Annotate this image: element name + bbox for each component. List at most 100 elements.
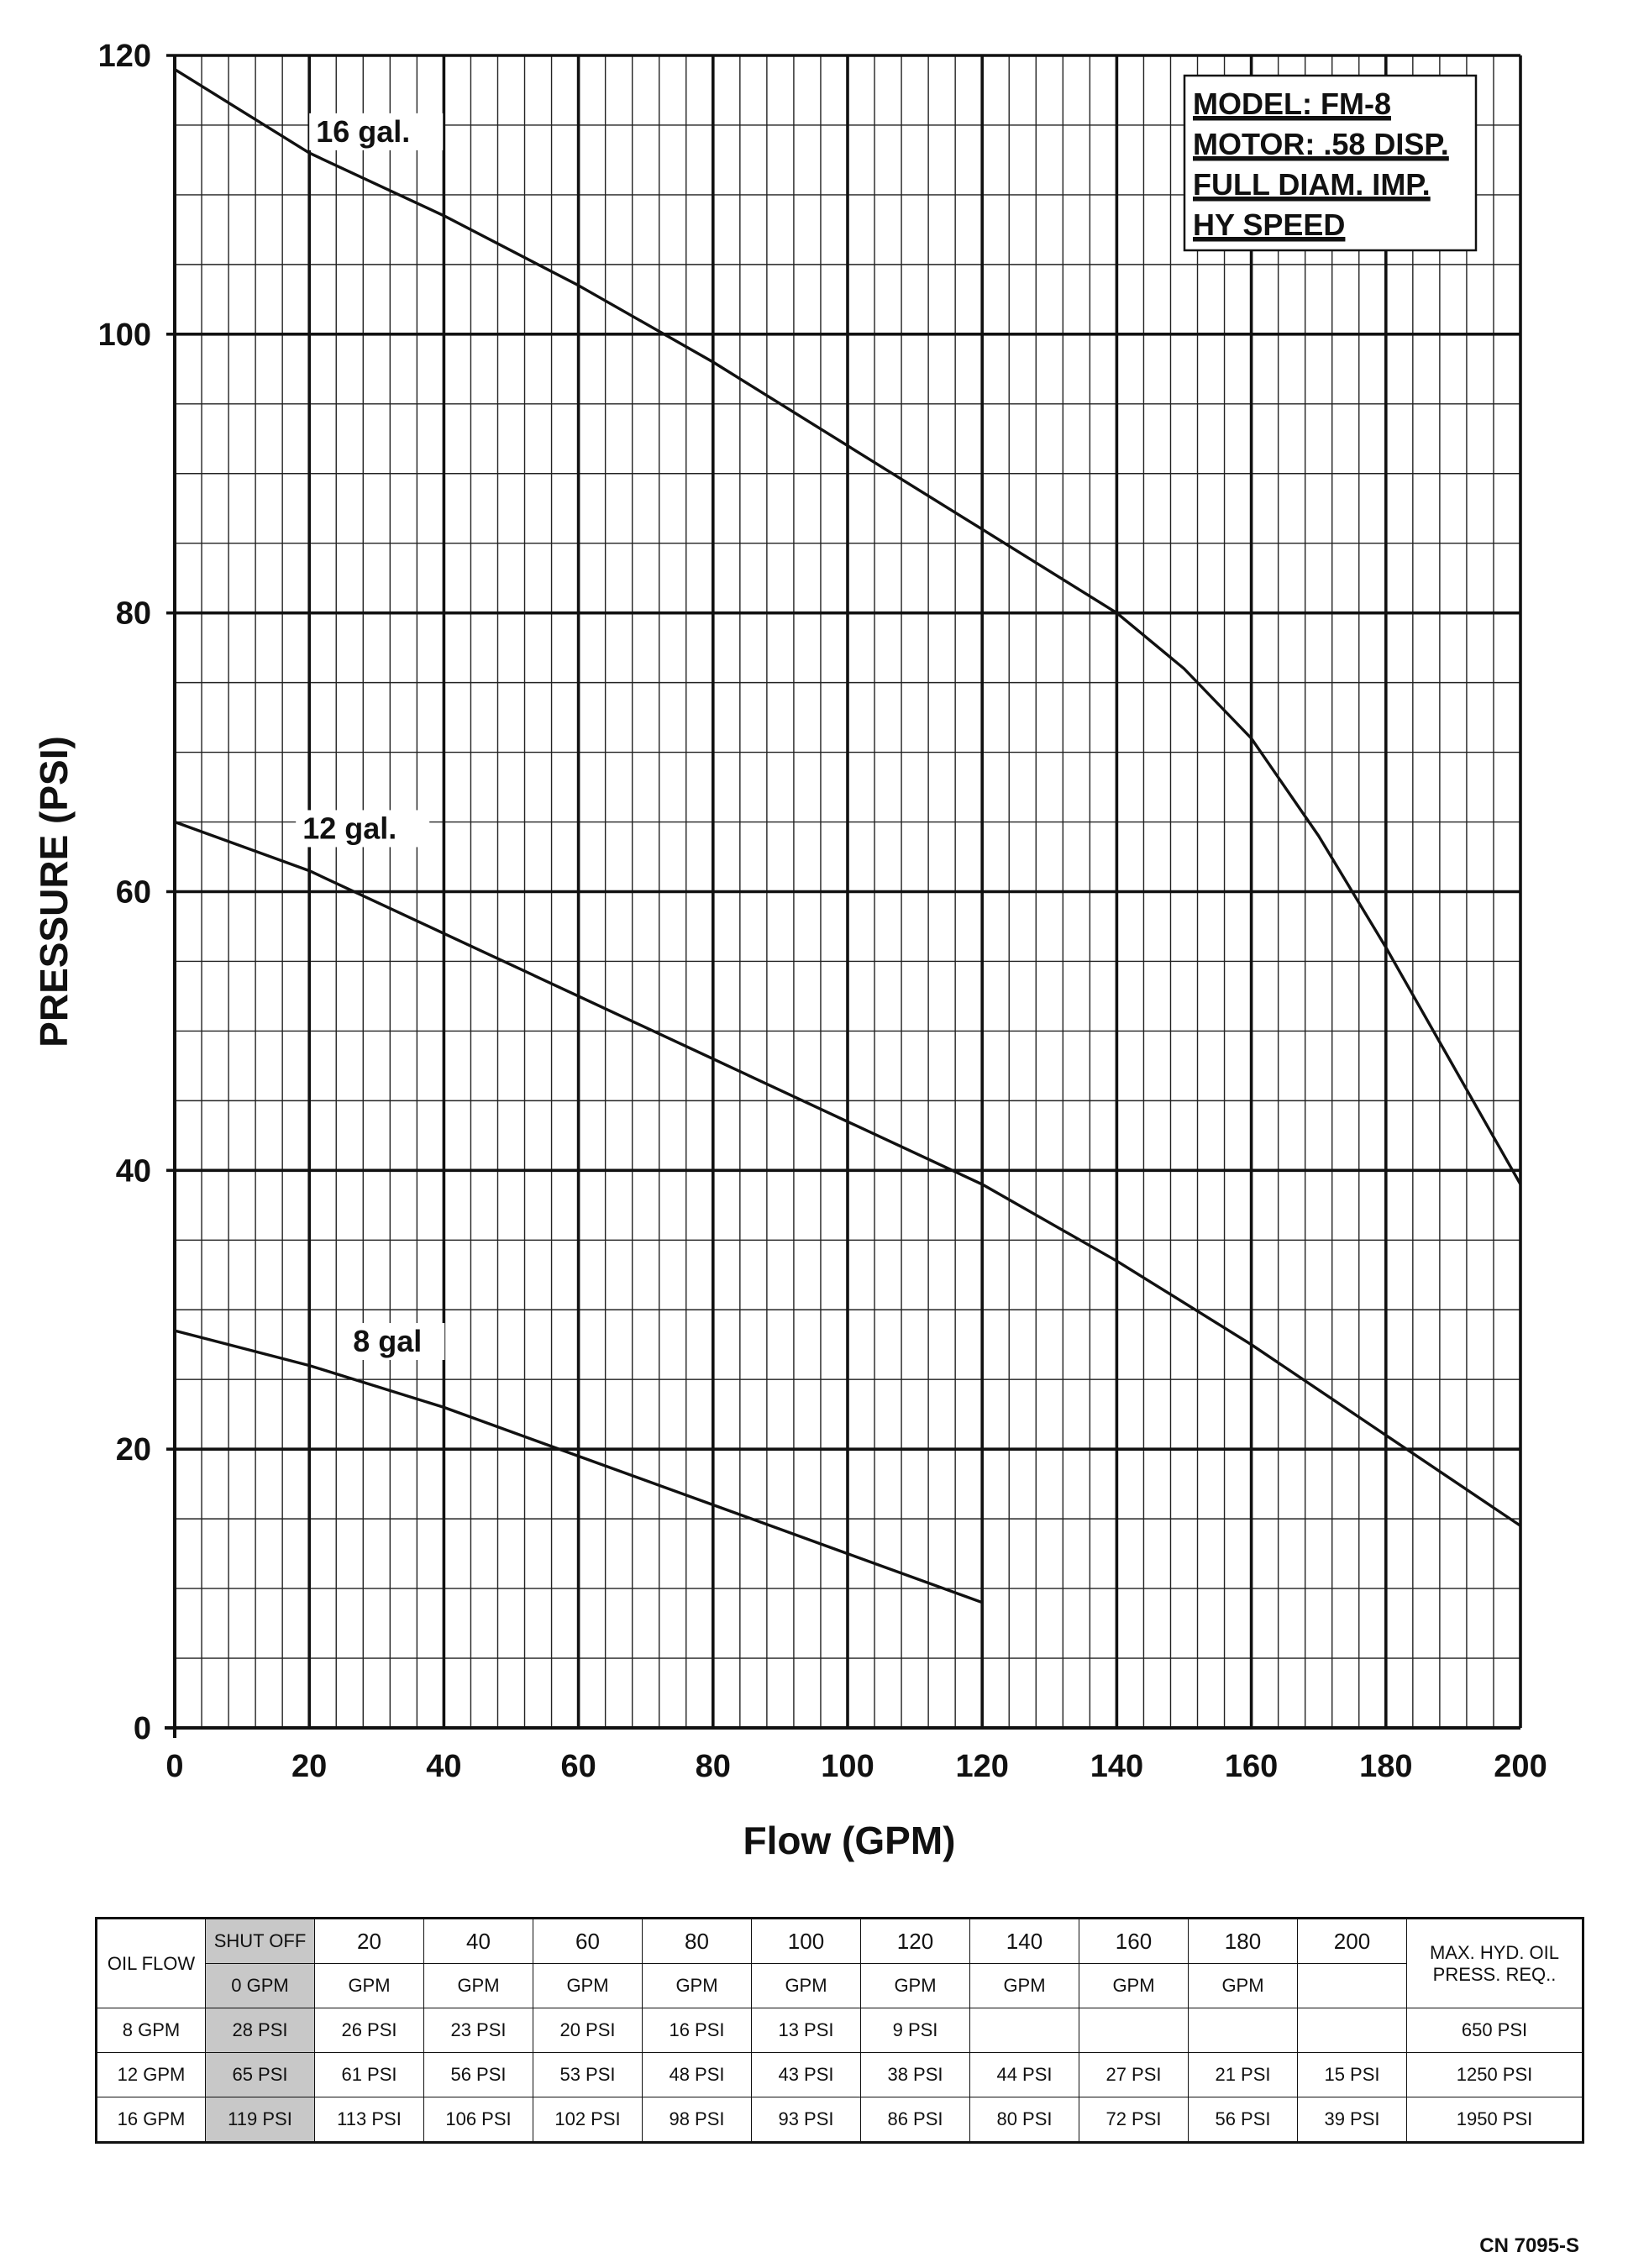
header-oil-flow: OIL FLOW — [96, 1918, 206, 2008]
header-flow-unit: GPM — [969, 1963, 1079, 2008]
row-pressure-cell: 56 PSI — [423, 2052, 533, 2097]
header-flow-unit: GPM — [642, 1963, 752, 2008]
header-flow-top: 200 — [1297, 1918, 1407, 1964]
curve-label-bg — [309, 113, 444, 150]
y-tick-label: 60 — [116, 875, 151, 911]
row-max-pressure: 1950 PSI — [1406, 2097, 1583, 2143]
header-flow-unit: GPM — [860, 1963, 970, 2008]
x-tick-label: 140 — [1090, 1749, 1143, 1784]
info-line: MODEL: FM-8 — [1193, 87, 1391, 121]
y-tick-label: 20 — [116, 1432, 151, 1467]
row-pressure-cell: 13 PSI — [751, 2008, 861, 2053]
row-pressure-cell: 20 PSI — [533, 2008, 643, 2053]
table-row: 8 GPM 28 PSI 26 PSI 23 PSI 20 PSI 16 PSI 13 PS… — [96, 2008, 1583, 2053]
header-flow-unit — [1297, 1963, 1407, 2008]
header-max-pressure: MAX. HYD. OIL PRESS. REQ.. — [1406, 1918, 1583, 2008]
header-flow-value: 200 — [1333, 1929, 1371, 1954]
row-pressure-cell: 26 PSI — [314, 2008, 424, 2053]
header-flow-value: 60 — [575, 1929, 600, 1954]
row-pressure-cell: 9 PSI — [860, 2008, 970, 2053]
row-pressure-cell: 102 PSI — [533, 2097, 643, 2143]
y-tick-label: 0 — [134, 1711, 151, 1746]
row-max-pressure: 650 PSI — [1406, 2008, 1583, 2053]
header-flow-top: 80 — [642, 1918, 752, 1964]
table-row: 16 GPM 119 PSI 113 PSI 106 PSI 102 PSI 98 PSI… — [96, 2097, 1583, 2143]
row-oil-flow: 8 GPM — [96, 2008, 206, 2053]
y-tick-labels: 0 20 40 60 80 100 120 — [98, 39, 151, 1746]
x-tick-label: 80 — [696, 1749, 731, 1784]
row-pressure-cell: 16 PSI — [642, 2008, 752, 2053]
row-pressure-cell: 98 PSI — [642, 2097, 752, 2143]
row-pressure-cell: 61 PSI — [314, 2052, 424, 2097]
x-tick-label: 160 — [1225, 1749, 1278, 1784]
curve-label-3: 8 gal — [353, 1324, 422, 1358]
row-pressure-cell: 93 PSI — [751, 2097, 861, 2143]
header-flow-value: 40 — [466, 1929, 491, 1954]
x-tick-label: 0 — [165, 1749, 183, 1784]
curve-label-bg — [296, 810, 430, 848]
series-line-2 — [174, 820, 1521, 1527]
header-flow-unit: GPM — [314, 1963, 424, 2008]
header-flow-top: 180 — [1188, 1918, 1298, 1964]
row-pressure-cell: 56 PSI — [1188, 2097, 1298, 2143]
row-pressure-cell: 21 PSI — [1188, 2052, 1298, 2097]
curve-label-2: 12 gal. — [302, 811, 396, 845]
header-flow-unit: GPM — [1079, 1963, 1189, 2008]
info-line: HY SPEED — [1193, 207, 1345, 242]
row-pressure-cell: 80 PSI — [969, 2097, 1079, 2143]
grid-major — [165, 54, 1522, 1738]
x-tick-label: 40 — [426, 1749, 461, 1784]
header-flow-value: 100 — [787, 1929, 825, 1954]
header-flow-value: 120 — [896, 1929, 934, 1954]
row-pressure-cell: 48 PSI — [642, 2052, 752, 2097]
header-shutoff-bottom: 0 GPM — [205, 1963, 315, 2008]
row-pressure-cell: 15 PSI — [1297, 2052, 1407, 2097]
header-flow-value: 80 — [685, 1929, 709, 1954]
header-flow-top: 140 — [969, 1918, 1079, 1964]
curve-label-1: 16 gal. — [316, 114, 410, 149]
row-pressure-cell: 39 PSI — [1297, 2097, 1407, 2143]
y-tick-label: 80 — [116, 596, 151, 632]
header-flow-unit: GPM — [533, 1963, 643, 2008]
header-flow-top: 40 — [423, 1918, 533, 1964]
row-shutoff-pressure: 65 PSI — [205, 2052, 315, 2097]
header-flow-value: 180 — [1224, 1929, 1262, 1954]
header-flow-top: 60 — [533, 1918, 643, 1964]
row-pressure-cell — [1188, 2008, 1298, 2053]
x-tick-label: 100 — [821, 1749, 874, 1784]
info-line: FULL DIAM. IMP. — [1193, 167, 1431, 202]
row-pressure-cell: 23 PSI — [423, 2008, 533, 2053]
row-pressure-cell: 38 PSI — [860, 2052, 970, 2097]
row-pressure-cell: 43 PSI — [751, 2052, 861, 2097]
row-pressure-cell: 53 PSI — [533, 2052, 643, 2097]
y-tick-label: 120 — [98, 39, 151, 74]
curve-label-bg — [346, 1323, 445, 1361]
header-flow-unit: GPM — [1188, 1963, 1298, 2008]
performance-table: OIL FLOW SHUT OFF 20 40 60 80 100 120 140 160 180 2… — [95, 1917, 1584, 2144]
y-tick-label: 100 — [98, 318, 151, 353]
row-pressure-cell: 113 PSI — [314, 2097, 424, 2143]
row-max-pressure: 1250 PSI — [1406, 2052, 1583, 2097]
row-shutoff-pressure: 119 PSI — [205, 2097, 315, 2143]
row-pressure-cell — [1297, 2008, 1407, 2053]
header-flow-unit: GPM — [423, 1963, 533, 2008]
header-flow-unit: GPM — [751, 1963, 861, 2008]
x-tick-label: 180 — [1359, 1749, 1412, 1784]
x-axis-title: Flow (GPM) — [743, 1819, 956, 1862]
row-pressure-cell — [969, 2008, 1079, 2053]
series-line-3 — [174, 1329, 983, 1604]
info-line: MOTOR: .58 DISP. — [1193, 127, 1449, 161]
series-line-1 — [174, 68, 1522, 1185]
header-flow-top: 160 — [1079, 1918, 1189, 1964]
info-box-frame — [1183, 74, 1478, 252]
header-flow-value: 20 — [357, 1929, 381, 1954]
pump-curve-chart: 16 gal. 12 gal. 8 gal 0 20 40 60 80 100 120 140 16… — [32, 39, 1547, 1862]
row-pressure-cell: 72 PSI — [1079, 2097, 1189, 2143]
header-flow-value: 140 — [1006, 1929, 1043, 1954]
row-oil-flow: 16 GPM — [96, 2097, 206, 2143]
x-tick-labels: 0 20 40 60 80 100 120 140 160 180 200 — [165, 1749, 1547, 1784]
x-tick-label: 20 — [291, 1749, 327, 1784]
row-shutoff-pressure: 28 PSI — [205, 2008, 315, 2053]
curve-labels: 16 gal. 12 gal. 8 gal — [296, 113, 445, 1361]
row-pressure-cell: 27 PSI — [1079, 2052, 1189, 2097]
